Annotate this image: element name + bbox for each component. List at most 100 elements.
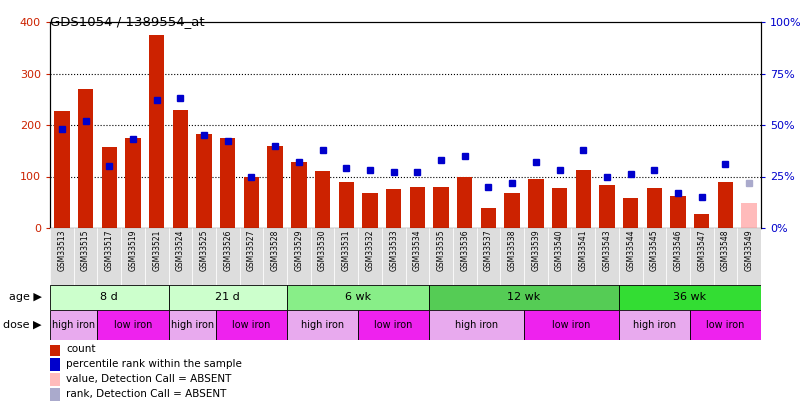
Text: GSM33530: GSM33530	[318, 230, 327, 271]
Text: GSM33534: GSM33534	[413, 230, 422, 271]
Bar	[172, 109, 188, 228]
Bar	[667, 228, 690, 285]
Bar	[505, 193, 520, 228]
Bar	[287, 285, 430, 310]
Bar	[690, 228, 713, 285]
Bar	[524, 310, 619, 340]
Text: GSM33541: GSM33541	[579, 230, 588, 271]
Bar	[382, 228, 405, 285]
Bar	[315, 171, 330, 228]
Bar	[548, 228, 571, 285]
Bar	[453, 228, 476, 285]
Bar	[642, 228, 667, 285]
Text: GSM33536: GSM33536	[460, 230, 469, 271]
Text: GSM33545: GSM33545	[650, 230, 659, 271]
Text: GSM33538: GSM33538	[508, 230, 517, 271]
Bar	[168, 310, 216, 340]
Bar	[713, 228, 737, 285]
Bar	[243, 177, 260, 228]
Text: 6 wk: 6 wk	[345, 292, 371, 303]
Text: high iron: high iron	[301, 320, 344, 330]
Text: percentile rank within the sample: percentile rank within the sample	[66, 359, 243, 369]
Bar	[121, 228, 145, 285]
Bar	[98, 310, 168, 340]
Bar	[575, 170, 591, 228]
Bar	[268, 146, 283, 228]
Bar	[216, 310, 287, 340]
Bar	[718, 182, 733, 228]
Text: GSM33546: GSM33546	[674, 230, 683, 271]
Text: GSM33517: GSM33517	[105, 230, 114, 271]
Text: GSM33547: GSM33547	[697, 230, 706, 271]
Text: high iron: high iron	[171, 320, 214, 330]
Bar	[524, 228, 548, 285]
Bar	[619, 285, 761, 310]
Bar	[362, 193, 378, 228]
Bar	[50, 358, 60, 371]
Bar	[54, 111, 69, 228]
Text: 12 wk: 12 wk	[507, 292, 541, 303]
Text: GSM33549: GSM33549	[745, 230, 754, 271]
Bar	[50, 285, 168, 310]
Text: low iron: low iron	[552, 320, 591, 330]
Bar	[50, 310, 98, 340]
Text: GSM33524: GSM33524	[176, 230, 185, 271]
Text: GSM33526: GSM33526	[223, 230, 232, 271]
Bar	[98, 228, 121, 285]
Text: GSM33543: GSM33543	[602, 230, 612, 271]
Bar	[528, 179, 543, 228]
Text: GSM33535: GSM33535	[437, 230, 446, 271]
Bar	[50, 343, 60, 356]
Bar	[334, 228, 358, 285]
Text: 8 d: 8 d	[101, 292, 118, 303]
Bar	[737, 228, 761, 285]
Bar	[619, 310, 690, 340]
Bar	[619, 228, 642, 285]
Text: dose ▶: dose ▶	[3, 320, 42, 330]
Bar	[310, 228, 334, 285]
Bar	[287, 228, 310, 285]
Text: high iron: high iron	[52, 320, 95, 330]
Bar	[694, 213, 709, 228]
Text: GSM33533: GSM33533	[389, 230, 398, 271]
Bar	[646, 188, 662, 228]
Bar	[405, 228, 430, 285]
Text: GSM33513: GSM33513	[57, 230, 66, 271]
Bar	[595, 228, 619, 285]
Text: count: count	[66, 344, 96, 354]
Bar	[50, 388, 60, 401]
Bar	[287, 310, 358, 340]
Bar	[571, 228, 595, 285]
Text: GSM33529: GSM33529	[294, 230, 303, 271]
Bar	[149, 35, 164, 228]
Text: GSM33531: GSM33531	[342, 230, 351, 271]
Bar	[434, 187, 449, 228]
Bar	[476, 228, 501, 285]
Text: age ▶: age ▶	[9, 292, 42, 303]
Bar	[501, 228, 524, 285]
Bar	[291, 162, 306, 228]
Bar	[386, 190, 401, 228]
Bar	[78, 89, 93, 228]
Bar	[358, 310, 430, 340]
Bar	[671, 196, 686, 228]
Bar	[50, 228, 73, 285]
Bar	[742, 203, 757, 228]
Text: GSM33527: GSM33527	[247, 230, 256, 271]
Bar	[168, 285, 287, 310]
Bar	[102, 147, 117, 228]
Bar	[145, 228, 168, 285]
Text: 36 wk: 36 wk	[673, 292, 707, 303]
Text: rank, Detection Call = ABSENT: rank, Detection Call = ABSENT	[66, 389, 226, 399]
Bar	[264, 228, 287, 285]
Bar	[623, 198, 638, 228]
Text: low iron: low iron	[375, 320, 413, 330]
Text: GSM33519: GSM33519	[128, 230, 138, 271]
Text: low iron: low iron	[706, 320, 745, 330]
Text: GSM33539: GSM33539	[531, 230, 540, 271]
Text: GSM33515: GSM33515	[81, 230, 90, 271]
Text: low iron: low iron	[232, 320, 271, 330]
Bar	[430, 285, 619, 310]
Bar	[430, 228, 453, 285]
Text: 21 d: 21 d	[215, 292, 240, 303]
